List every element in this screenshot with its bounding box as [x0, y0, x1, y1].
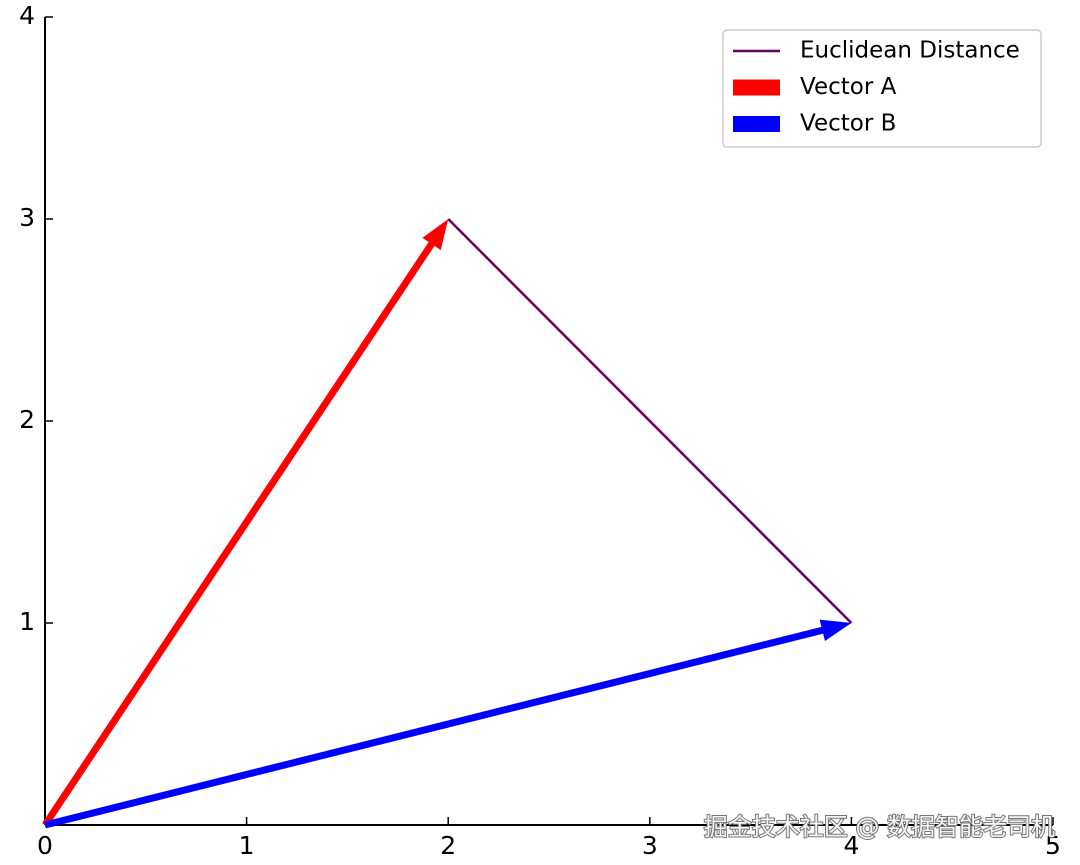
x-tick-label: 5: [1045, 831, 1061, 860]
vector-arrow: [44, 619, 852, 829]
x-tick-label: 4: [843, 831, 859, 860]
y-tick-label: 1: [19, 607, 35, 636]
legend-label: Euclidean Distance: [800, 38, 1020, 64]
legend-label: Vector A: [800, 74, 897, 100]
distance-line: [447, 218, 853, 624]
x-tick-label: 3: [642, 831, 658, 860]
watermark: 掘金技术社区 @ 数据智能老司机: [704, 813, 1055, 841]
x-tick-label: 1: [239, 831, 255, 860]
vector-arrow: [42, 219, 449, 827]
legend-handle: [733, 116, 780, 132]
y-tick-label: 3: [19, 203, 35, 232]
legend-handle: [733, 79, 780, 96]
y-tick-label: 4: [19, 1, 35, 30]
y-tick-label: 2: [19, 405, 35, 434]
legend-label: Vector B: [800, 111, 896, 137]
x-tick-label: 0: [37, 831, 53, 860]
x-tick-label: 2: [440, 831, 456, 860]
legend-box: [722, 29, 1042, 148]
